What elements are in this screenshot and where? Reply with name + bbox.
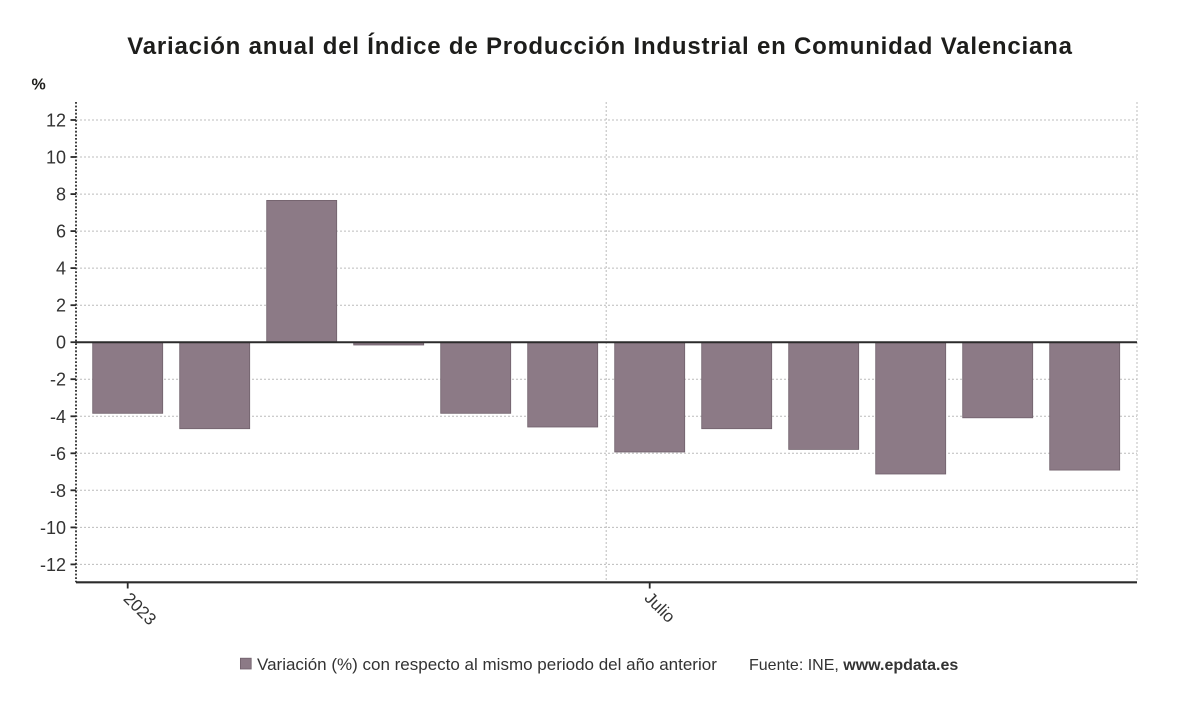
svg-text:-4: -4 — [50, 407, 66, 427]
svg-text:Variación anual del Índice de: Variación anual del Índice de Producción… — [127, 32, 1073, 60]
svg-text:4: 4 — [56, 259, 66, 279]
svg-text:6: 6 — [56, 222, 66, 242]
svg-text:8: 8 — [56, 185, 66, 205]
svg-text:Variación (%) con respecto al: Variación (%) con respecto al mismo peri… — [257, 655, 717, 674]
svg-text:%: % — [32, 77, 46, 94]
svg-text:Fuente: INE, www.epdata.es: Fuente: INE, www.epdata.es — [749, 657, 958, 674]
svg-text:-8: -8 — [50, 481, 66, 501]
svg-text:-6: -6 — [50, 444, 66, 464]
svg-text:2: 2 — [56, 296, 66, 316]
svg-text:0: 0 — [56, 333, 66, 353]
svg-text:-12: -12 — [40, 555, 66, 575]
svg-text:-2: -2 — [50, 370, 66, 390]
svg-text:10: 10 — [46, 148, 66, 168]
svg-text:-10: -10 — [40, 518, 66, 538]
svg-text:12: 12 — [46, 111, 66, 131]
